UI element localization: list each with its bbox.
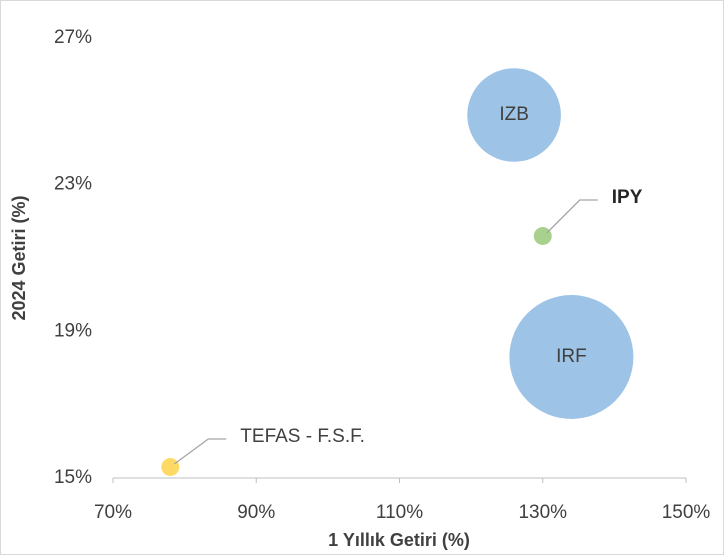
bubble-label: IRF: [556, 346, 587, 367]
x-tick-label: 150%: [662, 502, 711, 523]
x-tick-label: 70%: [94, 502, 132, 523]
x-tick-label: 110%: [376, 502, 423, 523]
y-tick-label: 27%: [54, 27, 92, 48]
leader-line: [546, 199, 598, 234]
y-tick-label: 15%: [54, 467, 92, 488]
bubble-label: IPY: [612, 187, 643, 208]
bubble-label: IZB: [499, 104, 529, 125]
x-axis-title: 1 Yıllık Getiri (%): [328, 530, 470, 550]
bubble: [161, 458, 180, 476]
leader-line: [173, 438, 227, 465]
x-tick-label: 90%: [237, 502, 275, 523]
y-tick-label: 19%: [54, 320, 92, 341]
bubble: [467, 68, 561, 162]
y-axis-title: 2024 Getiri (%): [9, 195, 29, 320]
bubble: [533, 227, 552, 245]
bubble-label: TEFAS - F.S.F.: [240, 426, 365, 447]
bubble: [509, 295, 634, 419]
y-tick-label: 23%: [54, 174, 92, 195]
x-tick-label: 130%: [518, 502, 567, 523]
